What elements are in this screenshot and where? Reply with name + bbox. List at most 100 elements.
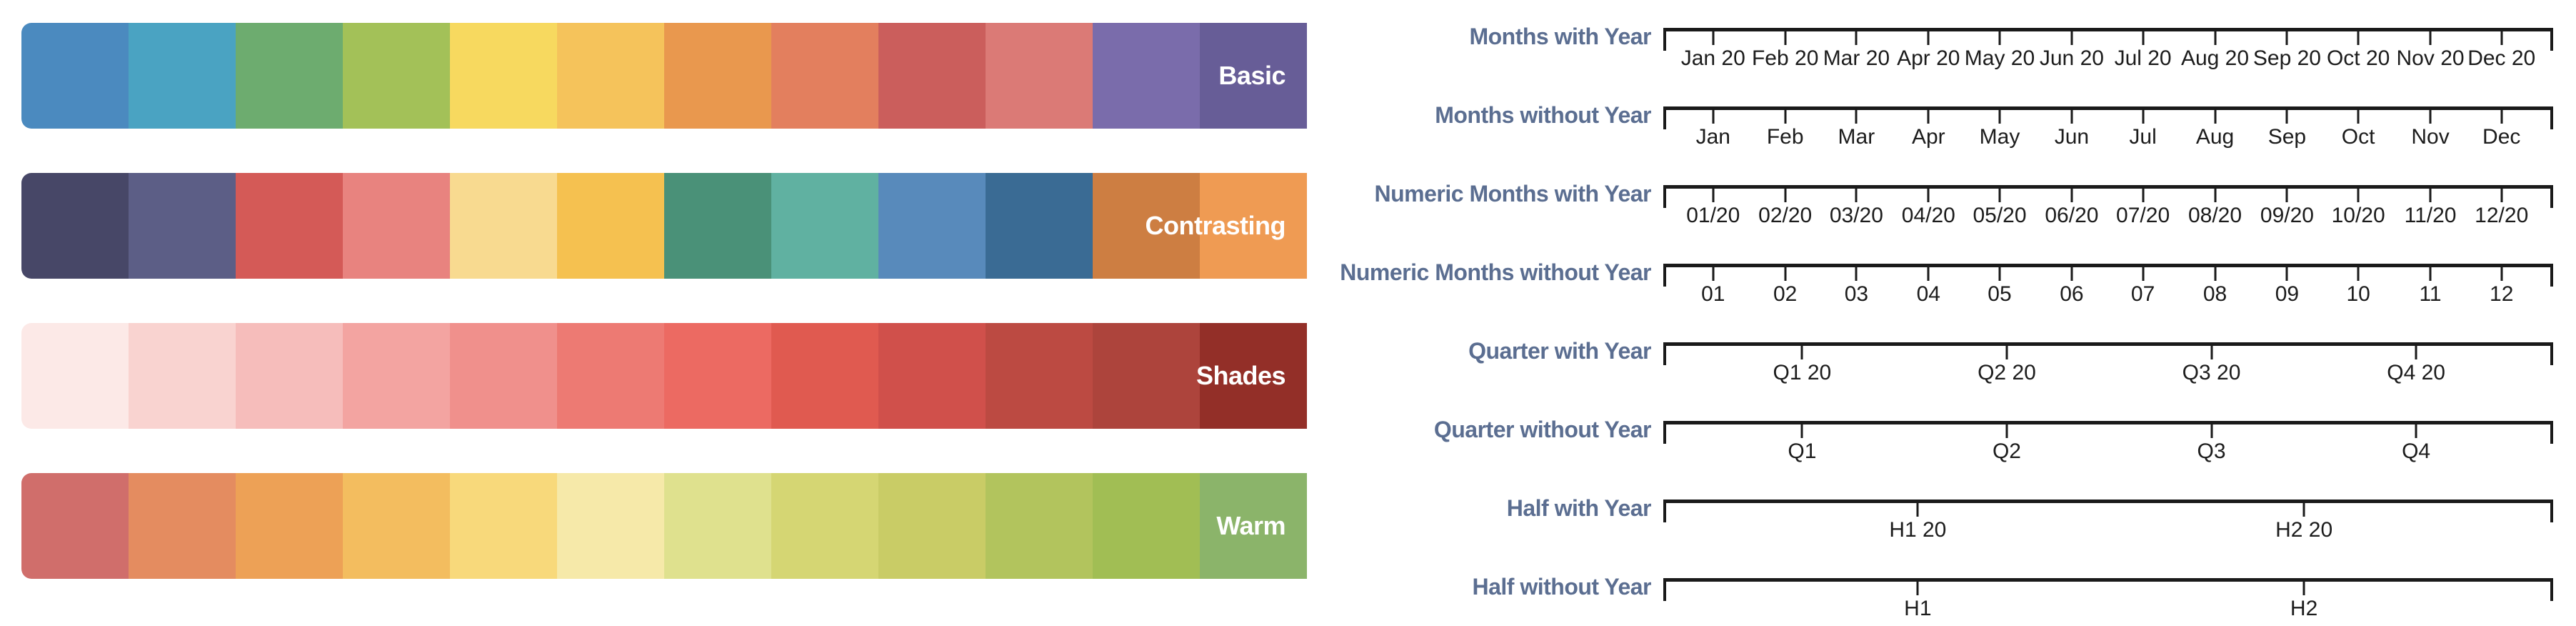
color-swatch <box>1093 23 1200 129</box>
timeline-row-label: Quarter with Year <box>1468 338 1651 364</box>
tick-label: Jan 20 <box>1680 46 1745 70</box>
axis-tick <box>2415 421 2417 438</box>
color-swatch <box>343 323 450 429</box>
color-swatch <box>986 473 1093 579</box>
axis-tick <box>2142 185 2145 202</box>
tick-label: Q2 <box>1992 439 2021 463</box>
tick-label: Jul <box>2129 125 2157 149</box>
axis-start-bracket <box>1663 421 1666 444</box>
color-swatch <box>878 473 986 579</box>
color-swatch <box>450 323 557 429</box>
color-swatch <box>557 323 664 429</box>
tick-label: Jan <box>1695 125 1730 149</box>
tick-label: Q3 <box>2197 439 2226 463</box>
color-swatch <box>236 173 343 279</box>
axis-tick <box>2214 185 2217 202</box>
tick-label: 06 <box>2060 282 2084 306</box>
color-swatch <box>236 23 343 129</box>
timeline-row: Months with Year Jan 20 Feb 20 Mar 20 Apr 20… <box>0 0 2576 79</box>
tick-label: Jul 20 <box>2114 46 2172 70</box>
color-swatch <box>557 473 664 579</box>
color-swatch <box>771 323 878 429</box>
palette-strip-shades: Shades <box>21 323 1307 429</box>
color-swatch <box>450 23 557 129</box>
axis-tick <box>2500 185 2503 202</box>
axis-tick <box>1712 106 1715 124</box>
axis-tick <box>2415 342 2417 359</box>
axis-tick <box>1800 342 1803 359</box>
color-swatch <box>343 23 450 129</box>
color-swatch <box>986 173 1093 279</box>
tick-label: Q3 20 <box>2182 361 2241 384</box>
tick-label: 02/20 <box>1758 204 1813 227</box>
color-swatch <box>664 323 771 429</box>
tick-label: May 20 <box>1964 46 2035 70</box>
axis-start-bracket <box>1663 342 1666 365</box>
axis-start-bracket <box>1663 500 1666 522</box>
tick-label: 07/20 <box>2116 204 2170 227</box>
tick-label: 08 <box>2202 282 2227 306</box>
timeline-row: Numeric Months with Year 01/20 02/20 03/20 0… <box>0 0 2576 227</box>
tick-label: Dec <box>2482 125 2521 149</box>
axis-tick <box>1998 185 2001 202</box>
timeline-row: Months without Year Jan Feb Mar Apr May Jun Jul… <box>0 0 2576 149</box>
axis-tick <box>1998 264 2001 281</box>
axis-end-bracket <box>2550 500 2553 522</box>
axis-start-bracket <box>1663 185 1666 208</box>
tick-label: Feb <box>1766 125 1804 149</box>
tick-label: Apr 20 <box>1897 46 1960 70</box>
color-swatch <box>557 23 664 129</box>
tick-label: 01 <box>1701 282 1725 306</box>
axis-tick <box>2214 28 2217 45</box>
axis-tick <box>2429 185 2432 202</box>
color-swatch <box>1200 323 1307 429</box>
axis-tick <box>2500 28 2503 45</box>
palette-label: Contrasting <box>1145 211 1286 240</box>
color-swatch <box>21 323 129 429</box>
axis-end-bracket <box>2550 578 2553 601</box>
axis-tick <box>1855 28 1858 45</box>
axis-tick <box>2285 264 2288 281</box>
tick-label: 11 <box>2419 282 2442 306</box>
axis-tick <box>1855 264 1858 281</box>
color-swatch <box>129 323 236 429</box>
axis-tick <box>2302 578 2305 595</box>
tick-label: 02 <box>1773 282 1798 306</box>
axis-end-bracket <box>2550 185 2553 208</box>
axis-tick <box>2070 185 2073 202</box>
axis-tick <box>2500 106 2503 124</box>
timeline-row-label: Quarter without Year <box>1433 417 1652 442</box>
axis-tick <box>2429 106 2432 124</box>
tick-label: Nov <box>2411 125 2450 149</box>
color-swatch <box>1093 173 1200 279</box>
color-swatch <box>878 173 986 279</box>
color-swatch <box>878 23 986 129</box>
axis-tick <box>1927 28 1930 45</box>
axis-end-bracket <box>2550 421 2553 444</box>
tick-label: 12 <box>2490 282 2514 306</box>
axis-line <box>1663 500 2553 503</box>
color-swatch <box>771 23 878 129</box>
timeline-row-label: Half without Year <box>1472 574 1651 600</box>
tick-label: 03/20 <box>1829 204 1883 227</box>
axis-tick <box>2357 106 2360 124</box>
tick-label: 11/20 <box>2404 204 2457 227</box>
axis-tick <box>1784 28 1787 45</box>
tick-label: Mar 20 <box>1823 46 1890 70</box>
color-swatch <box>129 23 236 129</box>
axis-tick <box>1927 264 1930 281</box>
tick-label: 08/20 <box>2187 204 2242 227</box>
axis-tick <box>1784 106 1787 124</box>
color-swatch <box>21 473 129 579</box>
timeline-row-label: Months with Year <box>1469 24 1651 49</box>
axis-end-bracket <box>2550 106 2553 129</box>
color-swatch <box>1200 23 1307 129</box>
axis-start-bracket <box>1663 28 1666 51</box>
color-swatch <box>236 473 343 579</box>
tick-label: Q1 20 <box>1773 361 1832 384</box>
axis-tick <box>1916 578 1919 595</box>
tick-label: 12/20 <box>2475 204 2529 227</box>
axis-tick <box>2302 500 2305 517</box>
tick-label: 01/20 <box>1686 204 1740 227</box>
color-swatch <box>557 173 664 279</box>
